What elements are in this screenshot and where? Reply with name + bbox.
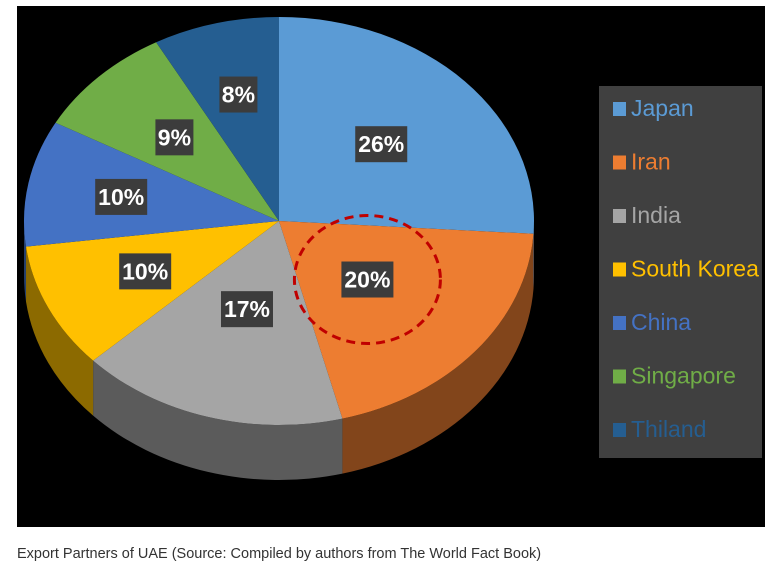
legend-item-china: China [613,309,691,335]
label-text: 26% [358,131,404,157]
slice-side-iran [342,233,534,474]
slice-label-singapore: 9% [155,119,194,156]
highlight-circle [292,214,442,346]
legend-swatch [613,262,626,277]
label-box [95,178,148,215]
legend-item-singapore: Singapore [613,363,736,389]
legend-label: South Korea [631,256,759,282]
legend-swatch [613,369,626,384]
legend: Japan Iran India South Korea China Singapore T… [599,86,762,458]
slice-china [23,122,279,247]
legend-swatch [613,155,626,170]
slice-thiland [156,17,279,221]
legend-label: Iran [631,149,671,175]
label-text: 10% [98,184,144,210]
legend-item-south-korea: South Korea [613,256,759,282]
slice-label-iran: 20% [341,261,394,298]
slice-labels: 26% 20% 17% 10% 10% 9% 8% [95,76,408,328]
slice-label-japan: 26% [355,126,408,163]
label-text: 9% [158,124,191,150]
slice-side-china [24,221,27,302]
pie-chart: 26% 20% 17% 10% 10% 9% 8% Japan Iran India South … [23,17,762,480]
legend-label: Singapore [631,363,736,389]
slice-side-south-korea [26,246,94,416]
figure-caption: Export Partners of UAE (Source: Compiled… [17,546,542,562]
chart-figure: 26% 20% 17% 10% 10% 9% 8% Japan Iran India South … [17,6,765,527]
slice-label-india: 17% [220,291,273,328]
label-box [155,119,194,156]
legend-label: China [631,309,691,335]
legend-swatch [613,209,626,223]
label-text: 8% [222,82,255,108]
legend-item-india: India [613,202,681,228]
label-text: 17% [224,296,270,322]
slice-india [93,221,343,425]
label-box [119,253,172,290]
legend-swatch [613,316,626,330]
slice-side-india [93,360,343,480]
legend-item-japan: Japan [613,95,694,121]
pie-depth [24,221,534,480]
highlight-layer [292,214,442,346]
legend-swatch [613,423,626,437]
legend-label: Thiland [631,416,706,442]
slice-side-japan [533,221,534,289]
legend-label: Japan [631,95,694,121]
slice-label-south-korea: 10% [119,253,172,290]
label-text: 10% [122,258,168,284]
label-box [341,261,394,298]
legend-item-iran: Iran [613,149,671,175]
slice-japan [279,17,534,234]
label-box [355,126,408,163]
label-box [220,291,273,328]
legend-box [599,86,762,458]
label-text: 20% [344,267,390,293]
slice-south-korea [26,221,280,361]
label-box [219,76,258,113]
legend-item-thiland: Thiland [613,416,706,442]
legend-label: India [631,202,681,228]
slice-label-thiland: 8% [219,76,258,113]
legend-swatch [613,102,626,116]
slice-label-china: 10% [95,178,148,215]
pie-slices [23,17,534,425]
